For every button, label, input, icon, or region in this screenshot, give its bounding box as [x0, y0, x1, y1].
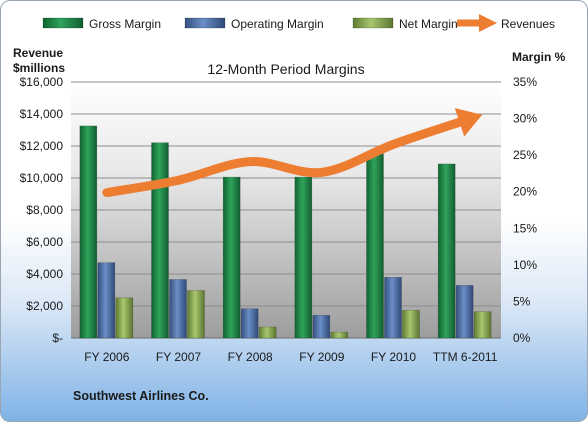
- net-margin-bar: [187, 290, 205, 339]
- right-tick-label: 35%: [513, 75, 537, 89]
- legend-label: Revenues: [501, 17, 555, 31]
- net-margin-legend-swatch: [352, 17, 394, 29]
- company-name: Southwest Airlines Co.: [73, 389, 209, 403]
- gross-margin-bar: [151, 142, 169, 339]
- left-tick-label: $2,000: [26, 299, 63, 313]
- x-tick-label: FY 2009: [299, 350, 344, 364]
- operating-margin-bar: [169, 279, 187, 339]
- revenues-line: [102, 115, 470, 198]
- left-axis-title: Revenue: [13, 46, 63, 60]
- net-margin-bar: [473, 311, 492, 339]
- legend-label: Gross Margin: [89, 17, 161, 31]
- chart-title: 12-Month Period Margins: [207, 61, 364, 77]
- x-tick-label: TTM 6-2011: [433, 350, 498, 364]
- net-margin-bar: [115, 297, 134, 339]
- gross-margin-bar: [437, 163, 456, 339]
- legend-label: Net Margin: [399, 17, 458, 31]
- left-tick-label: $4,000: [26, 267, 63, 281]
- gross-margin-bar: [79, 125, 98, 339]
- operating-margin-legend-swatch: [184, 17, 226, 29]
- x-tick-label: FY 2008: [228, 350, 273, 364]
- x-tick-label: FY 2010: [371, 350, 416, 364]
- right-tick-label: 30%: [513, 112, 537, 126]
- right-tick-label: 0%: [513, 331, 531, 345]
- legend-label: Operating Margin: [231, 17, 324, 31]
- left-tick-label: $16,000: [20, 75, 64, 89]
- operating-margin-bar: [384, 276, 402, 339]
- right-tick-label: 15%: [513, 221, 537, 235]
- operating-margin-bar: [312, 315, 331, 339]
- gross-margin-bar: [222, 176, 241, 339]
- right-tick-label: 20%: [513, 185, 537, 199]
- right-tick-label: 5%: [513, 294, 531, 308]
- left-tick-label: $-: [52, 331, 63, 345]
- gross-margin-bar: [366, 153, 384, 339]
- gross-margin-bar: [294, 176, 313, 339]
- left-tick-label: $8,000: [26, 203, 63, 217]
- left-tick-label: $6,000: [26, 235, 63, 249]
- operating-margin-bar: [97, 262, 116, 339]
- left-tick-label: $14,000: [20, 107, 64, 121]
- right-tick-label: 25%: [513, 148, 537, 162]
- left-tick-label: $12,000: [20, 139, 64, 153]
- net-margin-bar: [330, 331, 349, 339]
- operating-margin-bar: [455, 285, 474, 339]
- left-tick-label: $10,000: [20, 171, 64, 185]
- x-tick-label: FY 2006: [84, 350, 129, 364]
- right-tick-label: 10%: [513, 258, 537, 272]
- net-margin-bar: [258, 326, 277, 339]
- net-margin-bar: [402, 309, 420, 339]
- right-axis-title: Margin %: [512, 50, 566, 64]
- revenues-arrowhead: [454, 108, 483, 137]
- x-tick-label: FY 2007: [156, 350, 201, 364]
- gross-margin-legend-swatch: [42, 17, 84, 29]
- revenues-legend-arrowhead: [479, 14, 497, 32]
- operating-margin-bar: [240, 308, 259, 339]
- left-axis-title: $millions: [13, 61, 65, 75]
